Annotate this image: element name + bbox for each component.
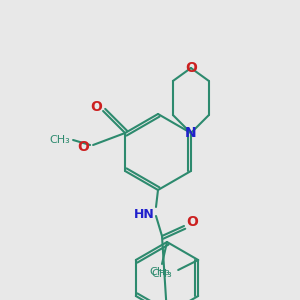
Text: CH₃: CH₃ <box>150 267 170 277</box>
Text: O: O <box>186 215 198 229</box>
Text: O: O <box>90 100 102 114</box>
Text: O: O <box>77 140 89 154</box>
Text: N: N <box>185 126 197 140</box>
Text: CH₃: CH₃ <box>152 269 172 279</box>
Text: CH₃: CH₃ <box>50 135 70 145</box>
Text: O: O <box>185 61 197 75</box>
Text: HN: HN <box>134 208 154 220</box>
